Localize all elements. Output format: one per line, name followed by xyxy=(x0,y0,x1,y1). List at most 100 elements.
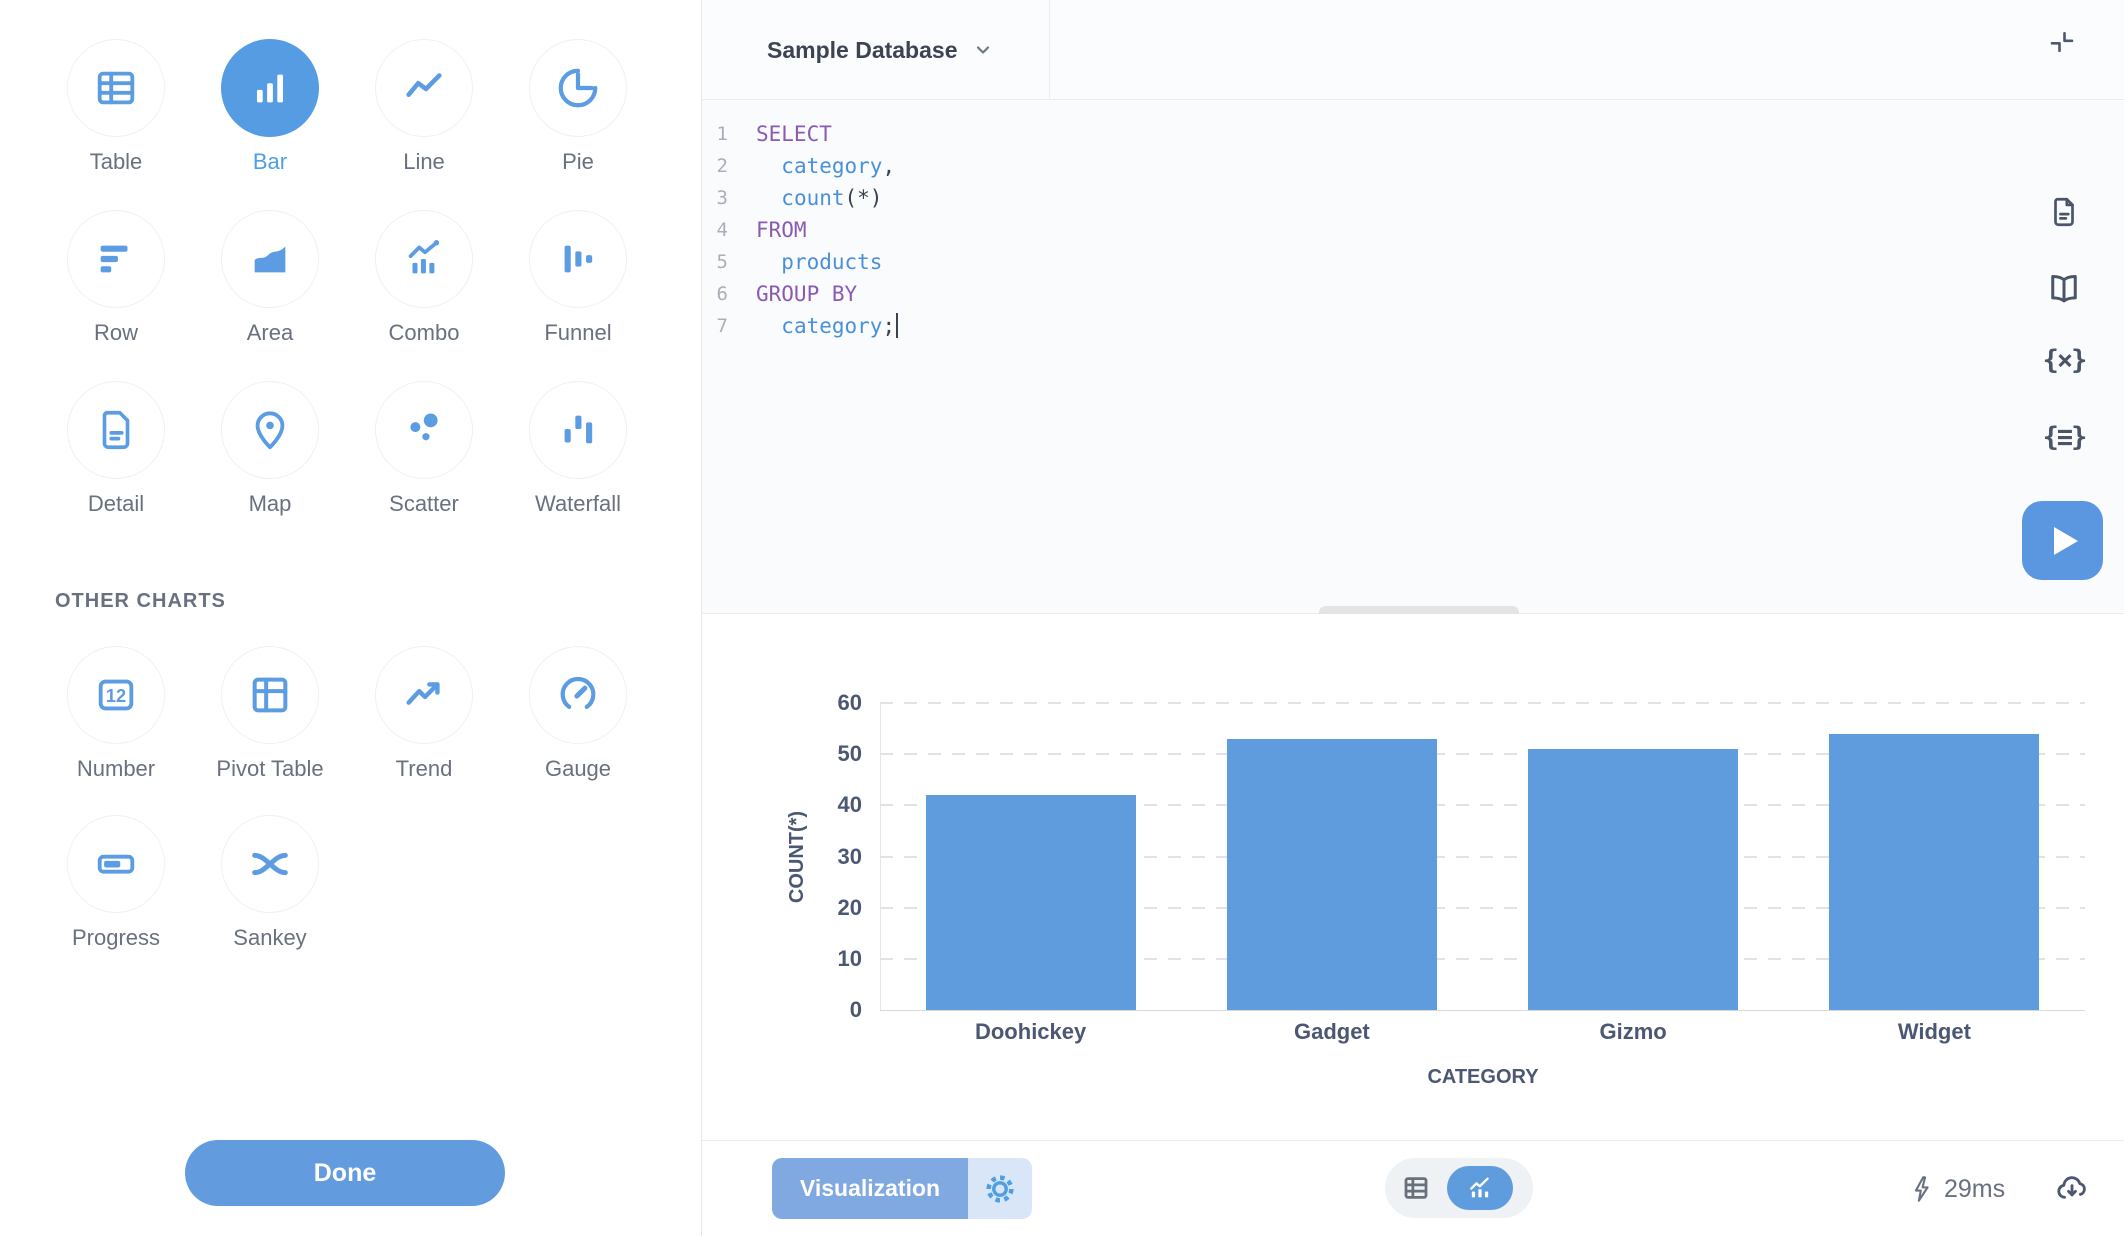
snippets-icon[interactable]: {≡} xyxy=(2042,421,2088,453)
collapse-editor-icon[interactable] xyxy=(2042,22,2082,62)
code-text: category, xyxy=(781,154,896,178)
y-tick-label: 20 xyxy=(837,894,862,920)
chart-type-label: Trend xyxy=(395,756,453,781)
other-charts-heading: OTHER CHARTS xyxy=(55,590,226,612)
combo-icon xyxy=(401,236,447,282)
chart-type-bar[interactable]: Bar xyxy=(193,39,347,177)
table-view-toggle[interactable] xyxy=(1385,1173,1447,1203)
chart-type-label: Scatter xyxy=(389,491,459,516)
line-number: 1 xyxy=(716,123,728,145)
visualization-settings-button[interactable] xyxy=(968,1158,1032,1219)
chart-type-label: Waterfall xyxy=(535,491,621,516)
chart-type-pie[interactable]: Pie xyxy=(501,39,655,177)
data-reference-document-icon[interactable] xyxy=(2042,192,2086,232)
x-axis-line xyxy=(880,1010,2085,1011)
chart-view-toggle[interactable] xyxy=(1447,1166,1513,1210)
chart-type-pivot-table[interactable]: Pivot Table xyxy=(193,646,347,784)
gridline xyxy=(880,906,2085,909)
x-category-label: Doohickey xyxy=(974,1019,1087,1044)
line-number: 6 xyxy=(716,283,728,305)
chart-type-grid: Table Bar Line Pie Row Area Combo xyxy=(39,39,655,519)
database-name: Sample Database xyxy=(767,36,958,63)
sankey-icon xyxy=(247,841,293,887)
chart-type-number[interactable]: 12 Number xyxy=(39,646,193,784)
code-text: products xyxy=(781,250,883,274)
chart-type-row[interactable]: Row xyxy=(39,210,193,348)
line-number: 3 xyxy=(716,187,728,209)
visualization-sidebar: Table Bar Line Pie Row Area Combo xyxy=(0,0,702,1236)
gridline xyxy=(880,753,2085,756)
map-icon xyxy=(247,407,293,453)
chart-type-line[interactable]: Line xyxy=(347,39,501,177)
chart-type-label: Number xyxy=(76,756,156,781)
progress-icon xyxy=(93,841,139,887)
code-text: count(*) xyxy=(781,186,883,210)
variables-icon[interactable]: {×} xyxy=(2042,344,2088,376)
line-number: 4 xyxy=(716,219,728,241)
chart-type-progress[interactable]: Progress xyxy=(39,815,193,953)
chart-type-label: Bar xyxy=(252,149,288,174)
bar-gadget[interactable] xyxy=(1226,738,1437,1010)
detail-icon xyxy=(93,407,139,453)
lightning-icon xyxy=(1908,1175,1936,1203)
line-number: 5 xyxy=(716,251,728,273)
sql-line: 3 count(*) xyxy=(702,182,2124,214)
done-button[interactable]: Done xyxy=(185,1140,505,1206)
bar-icon xyxy=(247,65,293,111)
bar-chart: COUNT(*) CATEGORY 0 10 20 30 40 50 60 Doohickey… xyxy=(702,614,2124,1140)
code-text: FROM xyxy=(756,218,807,242)
chart-type-sankey[interactable]: Sankey xyxy=(193,815,347,953)
waterfall-icon xyxy=(555,407,601,453)
area-icon xyxy=(247,236,293,282)
gridline xyxy=(880,957,2085,960)
visualization-pill: Visualization xyxy=(772,1158,1032,1219)
chart-type-map[interactable]: Map xyxy=(193,381,347,519)
chart-type-label: Progress xyxy=(71,925,161,950)
run-query-button[interactable] xyxy=(2022,501,2103,580)
sql-line: 4 FROM xyxy=(702,214,2124,246)
chart-type-waterfall[interactable]: Waterfall xyxy=(501,381,655,519)
download-results-icon[interactable] xyxy=(2050,1168,2094,1210)
bar-widget[interactable] xyxy=(1829,733,2040,1010)
sql-line: 2 category, xyxy=(702,150,2124,182)
sql-code: 1 SELECT 2 category, 3 count(*) 4 FROM 5 produ… xyxy=(702,118,2124,342)
chart-type-detail[interactable]: Detail xyxy=(39,381,193,519)
text-cursor xyxy=(896,313,899,338)
gridline xyxy=(880,855,2085,858)
database-selector[interactable]: Sample Database xyxy=(702,0,1050,100)
chart-type-gauge[interactable]: Gauge xyxy=(501,646,655,784)
sql-line: 6 GROUP BY xyxy=(702,278,2124,310)
number-icon: 12 xyxy=(93,672,139,718)
visualization-button[interactable]: Visualization xyxy=(772,1158,968,1219)
y-tick-label: 60 xyxy=(837,690,862,715)
line-icon xyxy=(401,65,447,111)
chart-type-table[interactable]: Table xyxy=(39,39,193,177)
chart-type-label: Pivot Table xyxy=(216,756,324,781)
x-category-label: Gadget xyxy=(1293,1019,1370,1044)
chart-type-label: Combo xyxy=(388,320,460,345)
sql-editor[interactable]: 1 SELECT 2 category, 3 count(*) 4 FROM 5 produ… xyxy=(702,100,2124,613)
code-text: GROUP BY xyxy=(756,282,858,306)
x-category-label: Gizmo xyxy=(1599,1019,1667,1044)
chart-type-label: Funnel xyxy=(544,320,612,345)
chart-type-label: Row xyxy=(93,320,138,345)
bar-gizmo[interactable] xyxy=(1528,749,1739,1010)
trend-icon xyxy=(401,672,447,718)
chart-type-combo[interactable]: Combo xyxy=(347,210,501,348)
chart-type-funnel[interactable]: Funnel xyxy=(501,210,655,348)
chart-type-label: Gauge xyxy=(544,756,612,781)
bar-doohickey[interactable] xyxy=(925,795,1136,1010)
sql-line: 1 SELECT xyxy=(702,118,2124,150)
pivot-icon xyxy=(247,672,293,718)
chart-type-label: Table xyxy=(89,149,143,174)
scatter-icon xyxy=(401,407,447,453)
funnel-icon xyxy=(555,236,601,282)
reference-book-icon[interactable] xyxy=(2042,268,2086,308)
x-category-label: Widget xyxy=(1897,1019,1971,1044)
other-charts-grid: 12 Number Pivot Table Trend Gauge Progre… xyxy=(39,646,655,953)
chart-type-area[interactable]: Area xyxy=(193,210,347,348)
chart-type-trend[interactable]: Trend xyxy=(347,646,501,784)
chart-type-scatter[interactable]: Scatter xyxy=(347,381,501,519)
result-footer: Visualization xyxy=(702,1140,2124,1236)
code-text: category; xyxy=(756,310,899,342)
